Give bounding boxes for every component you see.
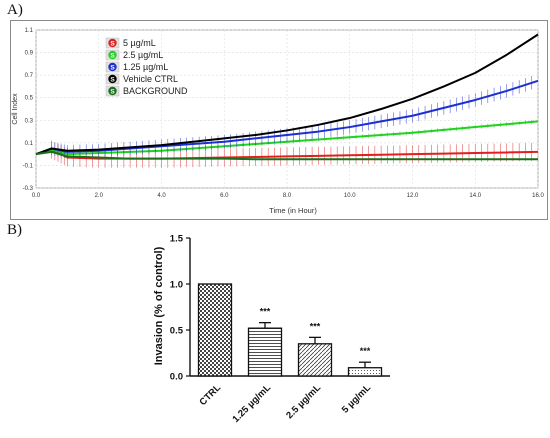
chart-a-legend-marker: [108, 62, 117, 72]
chart-b-bar: [347, 367, 383, 377]
chart-b-bar: [197, 283, 233, 377]
chart-b-ytick-label: 1.5: [170, 234, 184, 245]
chart-a-legend-label: 1.25 µg/mL: [123, 62, 168, 72]
chart-a-series-line: [35, 79, 539, 156]
chart-a-ytick-label: -0.3: [23, 186, 34, 192]
chart-a-ytick-label: 0.9: [25, 51, 34, 57]
chart-b-ytick-label: 0.5: [170, 326, 184, 337]
chart-a-legend-badge: S: [110, 65, 115, 72]
chart-a-ytick-label: -0.1: [23, 163, 34, 169]
chart-a-legend-badge: S: [110, 77, 115, 84]
chart-a-legend-label: 2.5 µg/mL: [123, 50, 163, 60]
chart-a-xtick-label: 2.0: [95, 193, 104, 199]
chart-a-series-line: [35, 150, 538, 161]
chart-a-ytick-label: 1.1: [25, 28, 34, 34]
chart-a-ytick-label: 0.3: [25, 118, 34, 124]
chart-a-legend-label: Vehicle CTRL: [123, 74, 178, 84]
chart-a-ylabel: Cell Index: [12, 93, 19, 125]
chart-a-xtick-label: 6.0: [220, 193, 229, 199]
chart-a-legend-marker: [108, 86, 117, 96]
chart-a-xtick-label: 16.0: [532, 193, 544, 199]
chart-a-ytick-label: 0.7: [25, 73, 34, 79]
chart-a-legend: S 5 µg/mL S 2.5 µg/mL S 1.25 µg/mL S Vehicle CT…: [105, 37, 188, 97]
chart-a-legend-marker: [108, 74, 117, 84]
chart-b-category-label: CTRL: [197, 382, 223, 408]
chart-b-ytick-label: 1.0: [170, 280, 183, 291]
chart-a-series: [35, 33, 539, 168]
chart-a-legend-badge: S: [110, 53, 115, 60]
chart-a-legend-marker: [108, 38, 117, 48]
chart-a-series-line: [35, 148, 539, 160]
invasion-bar-chart: 0.0 0.5 1.0 1.5 CTRL 1.25 µg/mL 2.5 µg/mL 5 µg/…: [153, 234, 390, 425]
chart-a-series-3: [35, 33, 539, 156]
chart-a-legend-badge: S: [110, 41, 115, 48]
chart-b-significance: ***: [260, 307, 271, 317]
chart-b-ylabel: Invasion (% of control): [153, 246, 165, 365]
chart-b-bar: [247, 327, 283, 377]
chart-a-xtick-label: 4.0: [157, 193, 166, 199]
chart-b-category-label: 1.25 µg/mL: [230, 382, 273, 425]
chart-b-significance: ***: [360, 346, 371, 356]
chart-a-axes: 0.0 2.0 4.0 6.0 8.0 10.0 12.0 14.0 16.0 -0.3 -0.1 0…: [23, 28, 545, 199]
panel-a-label: A): [7, 2, 23, 18]
chart-a-xtick-label: 8.0: [283, 193, 292, 199]
chart-a-legend-badge: S: [110, 89, 115, 96]
chart-b-category-label: 2.5 µg/mL: [284, 382, 323, 421]
chart-a-ytick-label: 0.5: [25, 96, 34, 102]
chart-b-ytick-label: 0.0: [170, 372, 183, 383]
chart-a-legend-label: 5 µg/mL: [123, 38, 156, 48]
chart-a-series-4: [35, 150, 538, 161]
chart-b-significance: ***: [310, 321, 321, 331]
cell-index-chart: 0.0 2.0 4.0 6.0 8.0 10.0 12.0 14.0 16.0 -0.3 -0.1 0…: [10, 20, 548, 220]
chart-a-xtick-label: 0.0: [32, 193, 41, 199]
chart-a-legend-label: BACKGROUND: [123, 86, 188, 96]
chart-a-xtick-label: 14.0: [469, 193, 481, 199]
chart-a-xlabel: Time (in Hour): [269, 206, 317, 215]
chart-b-bar: [297, 343, 333, 377]
chart-a-series-line: [35, 33, 539, 156]
chart-a-series-line: [35, 120, 539, 156]
chart-a-legend-marker: [108, 50, 117, 60]
panel-b-label: B): [7, 222, 22, 238]
chart-a-ytick-label: 0.1: [25, 141, 34, 147]
chart-b-category-label: 5 µg/mL: [340, 382, 373, 415]
chart-b-bars: *** *** ***: [197, 283, 383, 377]
chart-a-xtick-label: 10.0: [344, 193, 356, 199]
chart-a-xtick-label: 12.0: [407, 193, 419, 199]
